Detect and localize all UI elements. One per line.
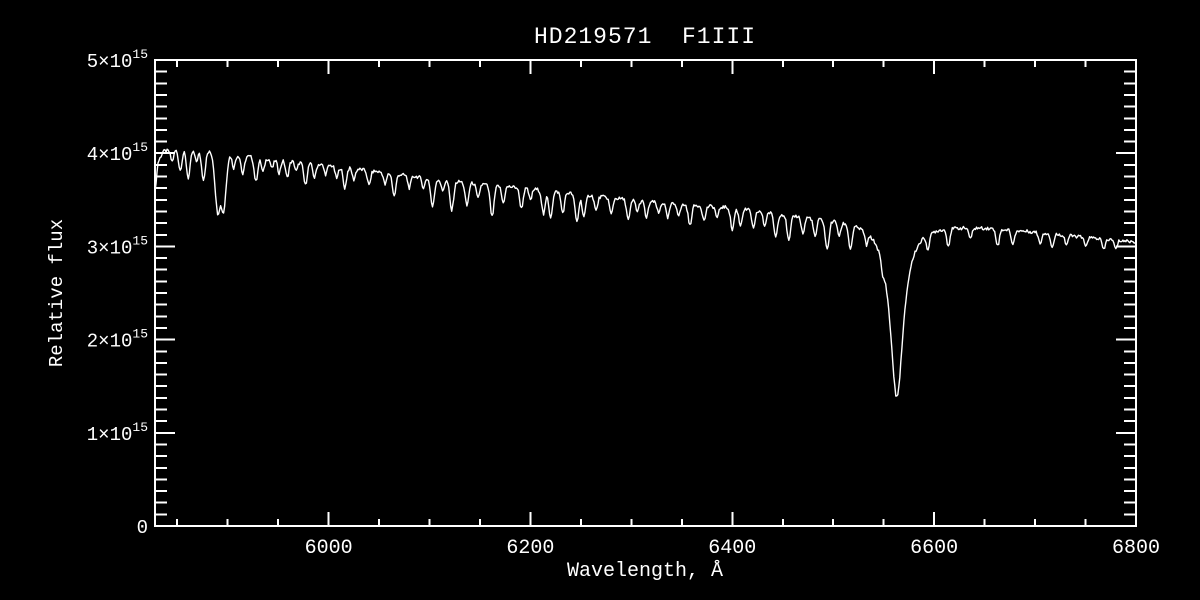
x-tick-label: 6200 — [506, 537, 554, 560]
y-tick-label: 0 — [137, 517, 148, 539]
y-tick-label: 4×1015 — [87, 140, 148, 166]
x-tick-label: 6400 — [708, 537, 756, 560]
y-axis-title: Relative flux — [46, 218, 68, 368]
spectrum-path — [154, 148, 1137, 397]
x-tick-label: 6800 — [1112, 537, 1160, 560]
y-tick-label: 2×1015 — [87, 327, 148, 353]
x-axis-title: Wavelength, Å — [566, 560, 724, 583]
plot-box — [154, 59, 1137, 527]
y-tick-label: 5×1015 — [87, 47, 148, 73]
x-tick-label: 6000 — [305, 537, 353, 560]
y-tick-label: 1×1015 — [87, 420, 148, 446]
y-tick-label: 3×1015 — [87, 233, 148, 259]
plot-title: HD219571 F1III — [533, 24, 757, 50]
x-tick-label: 6600 — [910, 537, 958, 560]
